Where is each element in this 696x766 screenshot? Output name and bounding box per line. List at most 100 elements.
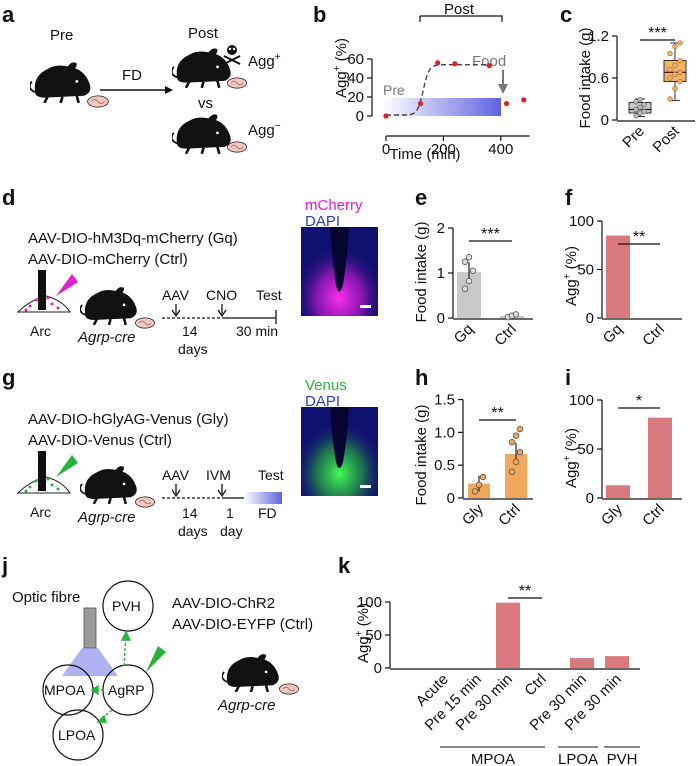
pre-label: Pre (50, 27, 73, 44)
data-point (672, 43, 678, 50)
fd-shade (244, 492, 282, 504)
panel-label-h: h (415, 365, 428, 390)
arrow-head-icon (90, 684, 99, 696)
y-tick-label: 1.2 (588, 28, 609, 45)
data-point (633, 113, 639, 119)
y-tick-label: 1.5 (434, 392, 455, 409)
panel-j: j Optic fibre PVH MPOA AgRP LPOA AAV-DIO… (1, 553, 313, 761)
data-point (521, 97, 527, 103)
timeline-ivm: IVM (206, 467, 231, 483)
significance-stars: * (636, 393, 642, 410)
timeline-minutes: 30 min (236, 323, 278, 339)
data-point (667, 96, 673, 102)
timeline-day-unit: day (220, 523, 243, 539)
panel-label-f: f (565, 185, 573, 210)
y-tick-label: 0 (586, 490, 594, 507)
food-label: Food (472, 53, 506, 70)
lpoa-label: LPOA (58, 727, 96, 743)
panel-c-axes: 0 0.6 1.2 Pre Post *** (588, 25, 695, 156)
data-point (672, 85, 678, 92)
panel-c: c 0 0.6 1.2 Pre Post *** Food intake (g) (560, 2, 695, 156)
data-point (672, 62, 678, 69)
region-label: Arc (30, 504, 51, 520)
image-label-venus: Venus (305, 377, 347, 394)
ylabel-main: Agg (563, 279, 580, 306)
virus-line-1: AAV-DIO-ChR2 (172, 595, 275, 612)
projection-arrows (90, 630, 132, 723)
sigmoid-fit-line (386, 64, 493, 116)
x-tick-label: Gq (451, 321, 477, 347)
panel-label-j: j (1, 553, 8, 578)
x-tick-label: Post (650, 122, 684, 156)
ylabel-sup: + (562, 455, 573, 461)
timeline-aav: AAV (162, 467, 190, 483)
brain-injection-icon (16, 270, 78, 313)
panel-f: f 0 50 100 Gq Ctrl ** Agg+ (%) (562, 185, 682, 349)
ylabel-unit: (%) (563, 246, 580, 274)
timeline-days-num: 14 (182, 505, 198, 521)
data-point (503, 101, 510, 107)
panel-d: d AAV-DIO-hM3Dq-mCherry (Gq) AAV-DIO-mCh… (2, 185, 378, 357)
bar (606, 235, 630, 318)
arrow-down-icon (171, 304, 181, 318)
panel-b-axes: 0 20 40 60 0 200 400 (347, 51, 530, 158)
x-tick-label: Ctrl (521, 671, 550, 700)
mouse-genotype-label: Agrp-cre (217, 697, 276, 714)
timeline-d: AAV CNO Test 14 days 30 min (162, 287, 282, 357)
data-point (461, 258, 469, 265)
panel-c-ylabel: Food intake (g) (577, 28, 594, 129)
mcherry-image (301, 227, 378, 316)
significance-stars: *** (648, 25, 667, 42)
bar (605, 656, 629, 668)
data-point (677, 78, 683, 85)
y-tick-label: 50 (577, 441, 594, 458)
mouse-genotype-label: Agrp-cre (77, 509, 136, 526)
arrow-down-icon (171, 484, 181, 498)
post-label: Post (188, 25, 219, 42)
panel-e-ylabel: Food intake (g) (413, 222, 430, 323)
panel-label-g: g (2, 365, 15, 390)
data-point (677, 69, 683, 75)
data-point (512, 432, 520, 439)
optic-fibre-label: Optic fibre (12, 589, 80, 606)
timeline-g: AAV IVM Test 14 days 1 day FD (162, 467, 284, 539)
food-pellet-icon (227, 77, 247, 89)
mouse-icon (172, 113, 233, 154)
significance-stars: *** (481, 226, 500, 243)
fd-label: FD (122, 67, 142, 84)
image-label-mcherry: mCherry (305, 197, 363, 214)
venus-image (301, 407, 378, 496)
y-tick-label: 100 (569, 213, 594, 230)
optic-fibre-icon (83, 607, 97, 649)
data-point (512, 311, 520, 318)
agg-pos-text: Agg (248, 53, 275, 70)
pre-period-label: Pre (383, 82, 405, 98)
ylabel-sup: + (354, 630, 365, 636)
x-tick-label: Ctrl (495, 501, 524, 530)
virus-line-2: AAV-DIO-mCherry (Ctrl) (28, 251, 188, 268)
agg-neg-sup: − (275, 121, 281, 132)
significance-stars: ** (633, 229, 645, 246)
virus-line-2: AAV-DIO-Venus (Ctrl) (28, 432, 172, 449)
y-tick-label: 0 (356, 108, 364, 125)
data-point (516, 425, 524, 433)
bar (648, 417, 672, 498)
data-point (633, 106, 639, 113)
timeline-cno: CNO (206, 287, 237, 303)
ylabel-main: Agg (355, 636, 372, 663)
mouse-icon (30, 61, 92, 103)
y-tick-label: 60 (347, 51, 364, 68)
panel-i-ylabel: Agg+ (%) (562, 428, 580, 488)
data-point (479, 473, 487, 481)
food-arrow-icon (498, 84, 508, 94)
panel-k-ylabel: Agg+ (%) (354, 603, 372, 663)
mouse-icon (80, 464, 139, 504)
y-tick-label: 1.0 (434, 424, 455, 441)
data-point (461, 285, 469, 292)
panel-label-a: a (2, 2, 15, 27)
agg-neg-text: Agg (248, 122, 275, 139)
panel-e: e 0 1 2 Gq Ctrl *** Food intake (g) (413, 185, 533, 349)
mouse-genotype-label: Agrp-cre (77, 329, 136, 346)
panel-f-ylabel: Agg+ (%) (562, 246, 580, 306)
timeline-days-num: 14 (182, 323, 198, 339)
